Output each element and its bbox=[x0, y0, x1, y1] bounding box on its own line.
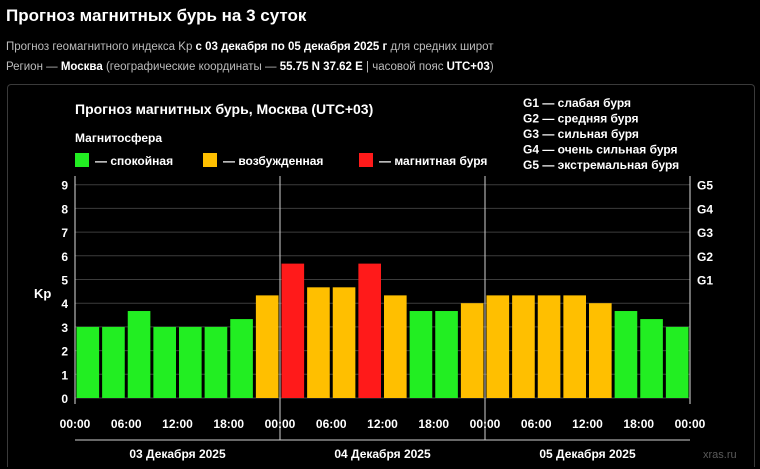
kp-bar bbox=[486, 295, 510, 398]
storm-scale-label: G2 bbox=[697, 250, 713, 264]
y-tick-label: 4 bbox=[61, 297, 68, 311]
x-tick-label: 18:00 bbox=[623, 417, 654, 431]
chart-title: Прогноз магнитных бурь, Москва (UTC+03) bbox=[75, 101, 373, 117]
y-tick-label: 1 bbox=[61, 368, 68, 382]
kp-bar bbox=[614, 311, 638, 398]
kp-bar bbox=[153, 326, 176, 398]
region-info: Регион — Москва (географические координа… bbox=[6, 61, 494, 73]
kp-bar bbox=[179, 326, 202, 398]
storm-scale-label: G5 bbox=[697, 179, 713, 193]
kp-bar bbox=[512, 295, 535, 398]
region-name: Москва bbox=[60, 61, 103, 73]
kp-bar bbox=[640, 319, 663, 398]
legend-swatch bbox=[75, 153, 89, 167]
kp-bar bbox=[537, 295, 561, 398]
kp-bar bbox=[332, 287, 356, 398]
legend-title: Магнитосфера bbox=[75, 131, 162, 145]
kp-bar bbox=[384, 295, 407, 398]
y-tick-label: 3 bbox=[61, 321, 68, 335]
storm-scale-label: G3 bbox=[697, 226, 713, 240]
coords-prefix: (географические координаты — bbox=[102, 61, 280, 73]
date-range: с 03 декабря по 05 декабря 2025 г bbox=[195, 41, 388, 53]
x-tick-label: 00:00 bbox=[675, 417, 706, 431]
x-tick-label: 00:00 bbox=[60, 417, 91, 431]
kp-bar bbox=[460, 303, 484, 398]
legend-label: — спокойная bbox=[95, 154, 173, 168]
y-tick-label: 2 bbox=[61, 345, 68, 359]
x-tick-label: 18:00 bbox=[213, 417, 244, 431]
y-tick-label: 0 bbox=[61, 392, 68, 406]
x-tick-label: 12:00 bbox=[367, 417, 398, 431]
x-tick-label: 06:00 bbox=[316, 417, 347, 431]
day-label: 04 Декабря 2025 bbox=[334, 447, 431, 461]
day-label: 05 Декабря 2025 bbox=[539, 447, 636, 461]
storm-legend-item: G3 — сильная буря bbox=[523, 127, 639, 141]
x-tick-label: 18:00 bbox=[418, 417, 449, 431]
x-tick-label: 12:00 bbox=[572, 417, 603, 431]
coordinates: 55.75 N 37.62 E bbox=[279, 61, 363, 73]
x-tick-label: 00:00 bbox=[470, 417, 501, 431]
x-tick-label: 00:00 bbox=[265, 417, 296, 431]
subtitle-suffix: для средних широт bbox=[387, 41, 494, 53]
x-tick-label: 12:00 bbox=[162, 417, 193, 431]
watermark: xras.ru bbox=[703, 449, 737, 461]
y-tick-label: 7 bbox=[61, 226, 68, 240]
y-axis-label: Kp bbox=[34, 286, 51, 301]
x-tick-label: 06:00 bbox=[111, 417, 142, 431]
legend-swatch bbox=[203, 153, 217, 167]
region-prefix: Регион — bbox=[6, 61, 61, 73]
legend-label: — возбужденная bbox=[223, 154, 323, 168]
kp-bar bbox=[127, 311, 151, 398]
y-tick-label: 9 bbox=[61, 179, 68, 193]
storm-legend-item: G2 — средняя буря bbox=[523, 112, 639, 126]
kp-bar bbox=[102, 326, 125, 398]
y-tick-label: 6 bbox=[61, 250, 68, 264]
kp-bar bbox=[307, 287, 330, 398]
page-title: Прогноз магнитных бурь на 3 суток bbox=[6, 6, 307, 25]
forecast-subtitle: Прогноз геомагнитного индекса Kp с 03 де… bbox=[6, 41, 494, 53]
kp-bar bbox=[435, 311, 458, 398]
kp-bar bbox=[76, 326, 100, 398]
storm-scale-label: G1 bbox=[697, 274, 713, 288]
storm-legend-item: G4 — очень сильная буря bbox=[523, 143, 678, 157]
y-tick-label: 8 bbox=[61, 202, 68, 216]
kp-bar bbox=[204, 326, 228, 398]
kp-bar bbox=[409, 311, 433, 398]
region-suffix: ) bbox=[489, 61, 494, 73]
kp-bar bbox=[665, 326, 689, 398]
storm-legend-item: G1 — слабая буря bbox=[523, 96, 631, 110]
storm-scale-label: G4 bbox=[697, 202, 713, 216]
kp-bar bbox=[358, 263, 381, 398]
kp-bar bbox=[589, 303, 612, 398]
timezone: UTC+03 bbox=[446, 61, 490, 73]
day-label: 03 Декабря 2025 bbox=[129, 447, 226, 461]
subtitle-prefix: Прогноз геомагнитного индекса Kp bbox=[6, 41, 196, 53]
kp-bar bbox=[563, 295, 586, 398]
timezone-prefix: | часовой пояс bbox=[362, 61, 447, 73]
legend-swatch bbox=[359, 153, 373, 167]
kp-bar bbox=[230, 319, 253, 398]
x-tick-label: 06:00 bbox=[521, 417, 552, 431]
legend-label: — магнитная буря bbox=[379, 154, 487, 168]
storm-legend-item: G5 — экстремальная буря bbox=[523, 158, 679, 172]
y-tick-label: 5 bbox=[61, 274, 68, 288]
kp-bar bbox=[255, 295, 279, 398]
kp-bar bbox=[281, 263, 305, 398]
